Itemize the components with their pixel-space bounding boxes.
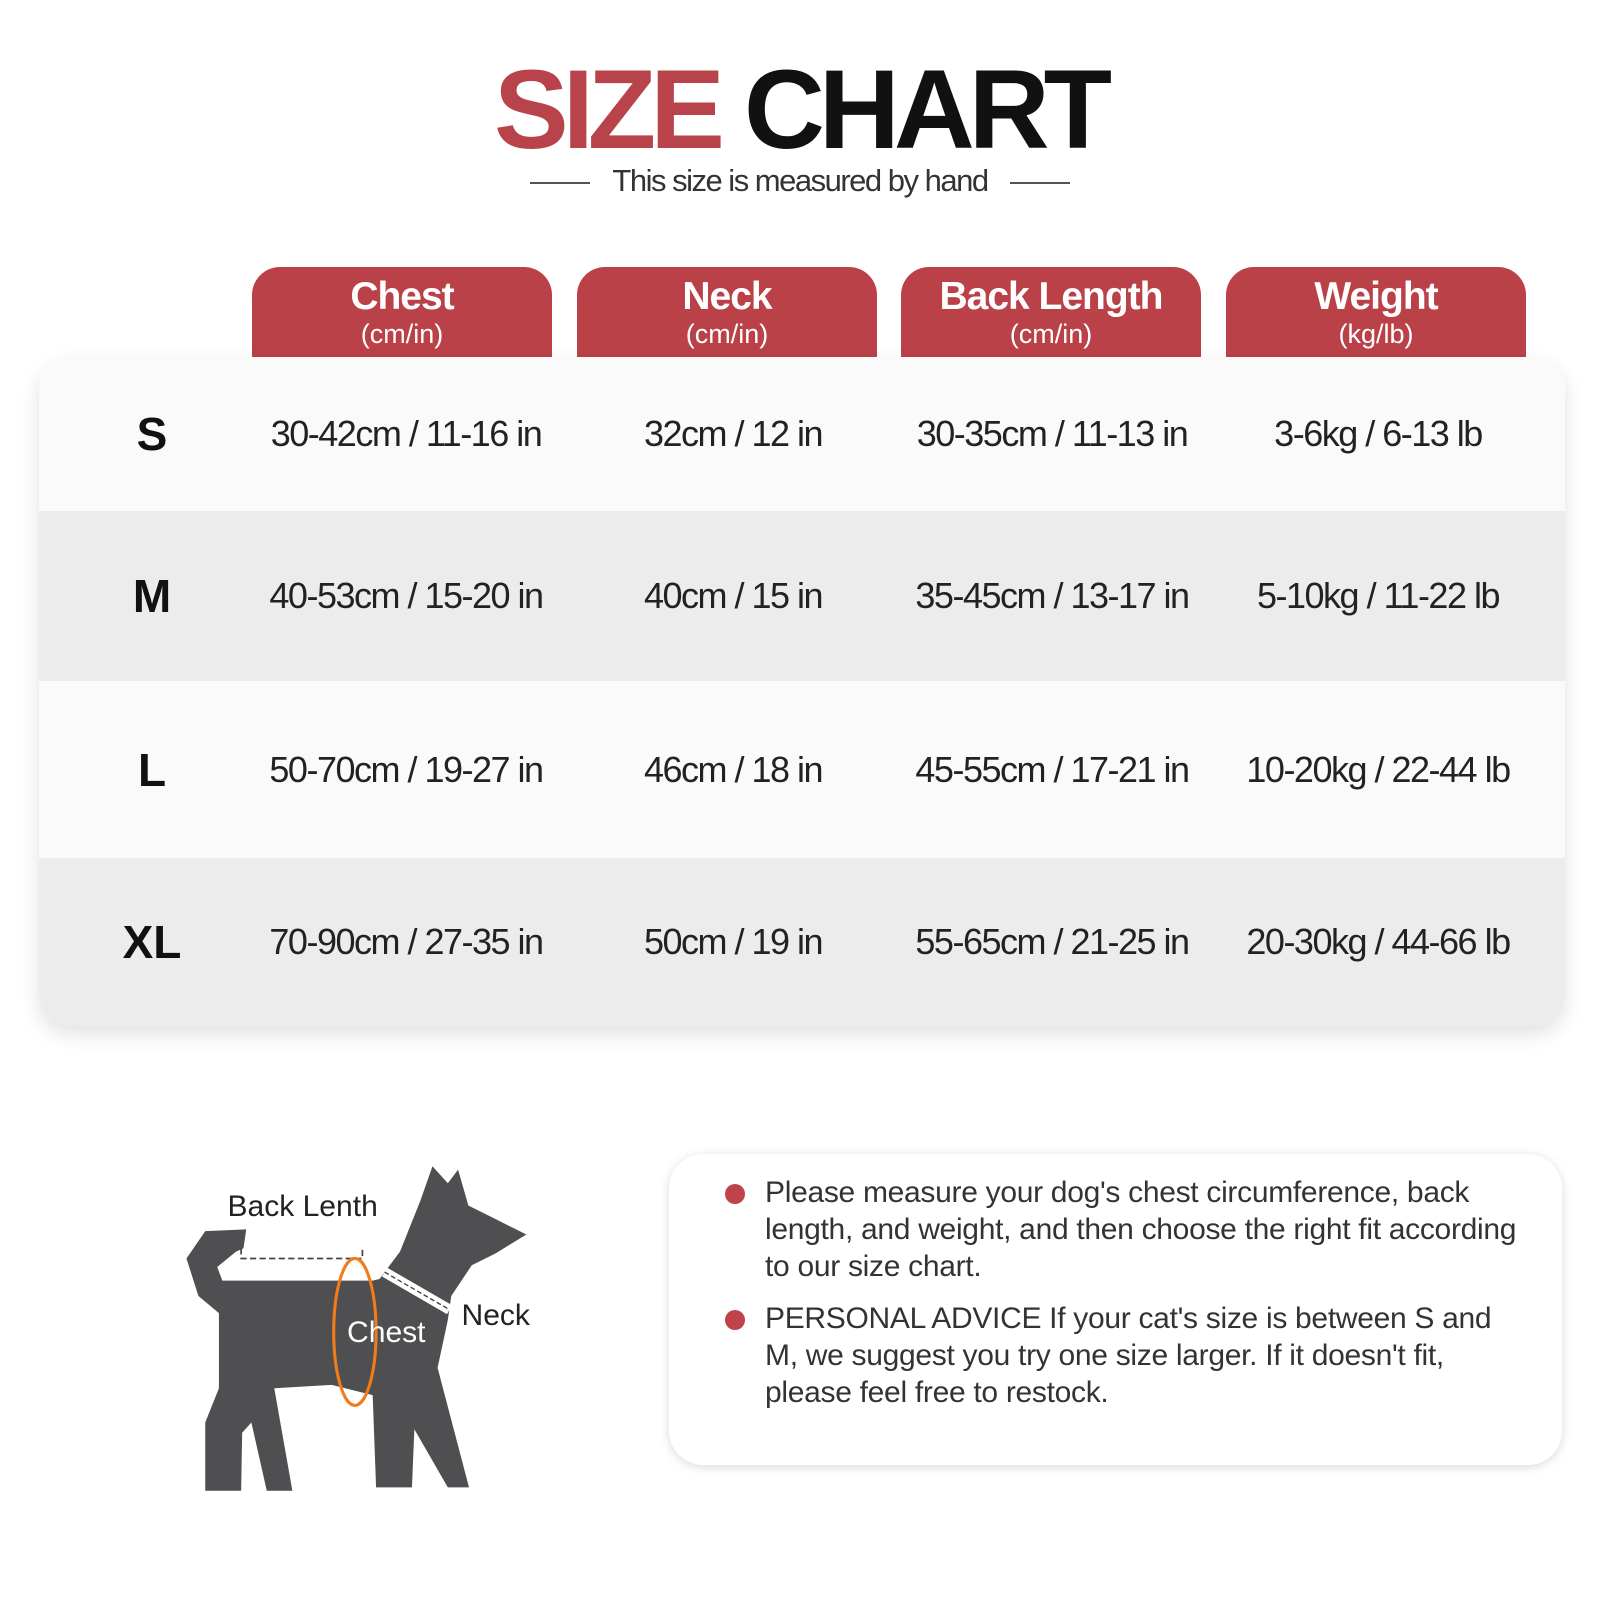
back-value: 45-55cm / 17-21 in xyxy=(915,748,1190,790)
page-title: SIZE CHART xyxy=(0,50,1600,170)
size-label: L xyxy=(137,743,167,796)
neck-value: 50cm / 19 in xyxy=(643,921,824,962)
weight-value: 3-6kg / 6-13 lb xyxy=(1274,413,1483,454)
column-header-back-length: Back Length (cm/in) xyxy=(901,267,1201,362)
chest-label: Chest xyxy=(347,1316,426,1349)
table-row: S 30-42cm / 11-16 in 32cm / 12 in 30-35c… xyxy=(39,357,1565,511)
header-label: Neck xyxy=(682,275,772,318)
header-label: Chest xyxy=(350,275,454,318)
table-row: XL 70-90cm / 27-35 in 50cm / 19 in 55-65… xyxy=(39,858,1565,1026)
back-value: 35-45cm / 13-17 in xyxy=(915,575,1190,616)
size-table: S 30-42cm / 11-16 in 32cm / 12 in 30-35c… xyxy=(39,357,1565,1026)
neck-dashes xyxy=(384,1271,450,1311)
header-unit: (cm/in) xyxy=(360,319,444,349)
back-length-dashes xyxy=(240,1248,364,1260)
title-chart: CHART xyxy=(744,47,1112,172)
neck-value: 40cm / 15 in xyxy=(643,575,824,616)
table-row: L 50-70cm / 19-27 in 46cm / 18 in 45-55c… xyxy=(39,681,1565,858)
table-row: M 40-53cm / 15-20 in 40cm / 15 in 35-45c… xyxy=(39,511,1565,681)
note-item: Please measure your dog's chest circumfe… xyxy=(725,1174,1525,1285)
chest-ring xyxy=(332,1256,378,1407)
note-item: PERSONAL ADVICE If your cat's size is be… xyxy=(725,1300,1525,1411)
neck-value: 32cm / 12 in xyxy=(643,413,824,454)
size-label: M xyxy=(132,570,172,622)
back-value: 55-65cm / 21-25 in xyxy=(915,921,1190,962)
chest-value: 50-70cm / 19-27 in xyxy=(269,748,544,790)
dog-measurement-diagram: Back Lenth Chest Neck xyxy=(186,1166,531,1491)
column-header-weight: Weight (kg/lb) xyxy=(1226,267,1526,362)
weight-value: 10-20kg / 22-44 lb xyxy=(1246,748,1511,790)
header-label: Back Length xyxy=(939,275,1163,318)
chest-value: 40-53cm / 15-20 in xyxy=(269,575,544,616)
size-label: XL xyxy=(122,916,182,968)
subtitle: This size is measured by hand xyxy=(0,163,1600,199)
neck-label: Neck xyxy=(462,1299,531,1332)
divider xyxy=(530,181,591,184)
chest-value: 70-90cm / 27-35 in xyxy=(269,921,544,962)
dog-silhouette xyxy=(186,1166,527,1491)
column-header-chest: Chest (cm/in) xyxy=(252,267,552,362)
header-unit: (cm/in) xyxy=(1009,319,1093,349)
note-text: Please measure your dog's chest circumfe… xyxy=(765,1176,1517,1283)
divider xyxy=(1009,181,1070,184)
back-length-label: Back Lenth xyxy=(227,1190,377,1223)
neck-value: 46cm / 18 in xyxy=(643,748,824,790)
bullet-icon xyxy=(725,1184,745,1204)
back-value: 30-35cm / 11-13 in xyxy=(916,413,1189,454)
size-label: S xyxy=(136,408,168,460)
chest-value: 30-42cm / 11-16 in xyxy=(270,413,543,454)
note-text: PERSONAL ADVICE If your cat's size is be… xyxy=(765,1302,1492,1409)
weight-value: 20-30kg / 44-66 lb xyxy=(1246,921,1511,962)
title-size: SIZE xyxy=(493,47,725,172)
column-header-neck: Neck (cm/in) xyxy=(577,267,877,362)
notes-box: Please measure your dog's chest circumfe… xyxy=(669,1154,1562,1465)
header-unit: (kg/lb) xyxy=(1338,319,1414,349)
weight-value: 5-10kg / 11-22 lb xyxy=(1256,575,1501,616)
subtitle-text: This size is measured by hand xyxy=(612,163,989,198)
header-label: Weight xyxy=(1314,275,1438,318)
header-unit: (cm/in) xyxy=(685,319,769,349)
bullet-icon xyxy=(725,1310,745,1330)
